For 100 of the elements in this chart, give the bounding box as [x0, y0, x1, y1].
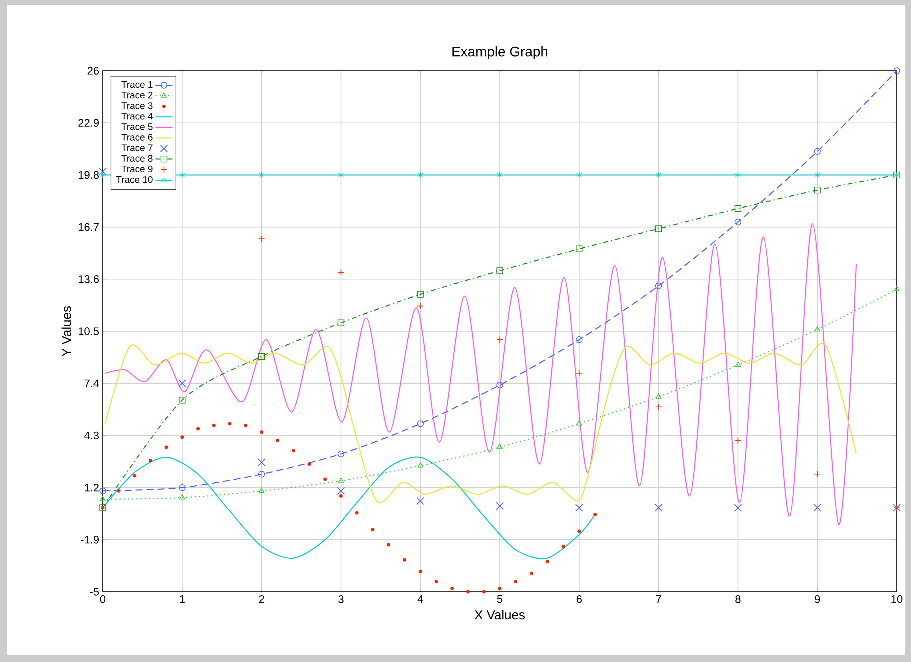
point — [418, 570, 422, 574]
point — [418, 172, 424, 179]
point — [418, 462, 424, 468]
point — [338, 172, 344, 179]
x-tick-label: 9 — [815, 596, 820, 604]
x-tick-label: 0 — [100, 596, 106, 604]
point — [403, 558, 406, 562]
point — [894, 68, 900, 74]
y-tick-label: 1.2 — [85, 484, 99, 492]
point — [340, 494, 343, 498]
point — [117, 489, 121, 493]
point — [594, 512, 597, 516]
point — [371, 528, 375, 532]
x-tick-label: 7 — [656, 596, 662, 604]
point — [100, 172, 106, 179]
point — [496, 336, 504, 344]
point — [258, 458, 266, 467]
point — [530, 572, 534, 576]
point — [276, 439, 280, 442]
point — [178, 380, 186, 388]
point — [496, 502, 504, 510]
point — [735, 362, 742, 367]
point — [814, 504, 822, 512]
point — [417, 420, 424, 428]
point — [179, 172, 186, 179]
x-tick-label: 10 — [892, 596, 903, 604]
point — [576, 420, 582, 426]
point — [387, 543, 391, 547]
point — [734, 437, 742, 444]
y-tick-label: -1.9 — [81, 536, 99, 544]
x-tick-label: 2 — [259, 596, 264, 604]
point — [734, 504, 742, 512]
x-tick-label: 8 — [736, 596, 741, 604]
point — [148, 459, 152, 463]
legend-label: Trace 8 — [122, 155, 153, 162]
legend-label: Trace 5 — [122, 124, 153, 130]
y-tick-label: 19.8 — [78, 171, 99, 180]
point — [576, 246, 583, 252]
y-tick-label: 16.7 — [78, 223, 99, 232]
point — [258, 353, 266, 360]
point — [164, 446, 168, 450]
x-tick-label: 1 — [180, 596, 185, 604]
y-tick-label: 26 — [88, 67, 99, 75]
point — [434, 580, 438, 584]
point — [450, 586, 454, 590]
point — [338, 478, 344, 483]
x-axis-title: X Values — [474, 610, 525, 620]
point — [814, 470, 821, 478]
legend-label: Trace 9 — [122, 166, 153, 173]
point — [654, 504, 663, 512]
point — [814, 148, 821, 156]
point — [228, 422, 232, 426]
point — [894, 286, 900, 292]
point — [562, 544, 566, 548]
point — [417, 291, 424, 298]
x-tick-label: 3 — [338, 596, 344, 604]
point — [497, 444, 503, 450]
point — [498, 586, 502, 590]
point — [324, 478, 328, 482]
point — [417, 302, 424, 310]
legend-label: Trace 2 — [122, 92, 153, 99]
point — [656, 172, 662, 179]
y-tick-label: 13.6 — [78, 276, 99, 284]
y-tick-label: 10.5 — [78, 328, 100, 336]
x-tick-label: 5 — [497, 596, 503, 604]
line-series — [104, 223, 858, 526]
point — [416, 497, 425, 506]
point — [338, 320, 345, 326]
point — [99, 168, 107, 176]
point — [212, 424, 216, 428]
y-tick-label: -5 — [90, 588, 100, 596]
y-tick-label: 22.9 — [78, 119, 99, 127]
point — [497, 172, 503, 179]
point — [576, 172, 582, 179]
y-axis-title: Y Values — [62, 306, 72, 357]
point — [514, 580, 518, 584]
x-tick-label: 4 — [418, 596, 424, 604]
legend-label: Trace 6 — [122, 134, 153, 141]
point — [179, 397, 186, 404]
y-tick-label: 4.3 — [84, 432, 99, 440]
point — [196, 427, 200, 431]
point — [814, 326, 821, 332]
point — [338, 450, 345, 458]
point — [258, 172, 265, 179]
point — [337, 487, 346, 496]
point — [546, 560, 550, 564]
point — [133, 474, 136, 478]
y-tick-label: 7.4 — [84, 380, 100, 388]
point — [734, 218, 742, 226]
point — [576, 370, 583, 377]
point — [292, 449, 296, 453]
point — [180, 436, 184, 440]
point — [575, 504, 584, 512]
legend-label: Trace 1 — [122, 81, 153, 88]
point — [308, 462, 312, 466]
point — [179, 484, 186, 492]
point — [655, 404, 662, 411]
legend-label: Trace 10 — [116, 176, 153, 184]
point — [655, 226, 662, 232]
point — [355, 511, 359, 515]
